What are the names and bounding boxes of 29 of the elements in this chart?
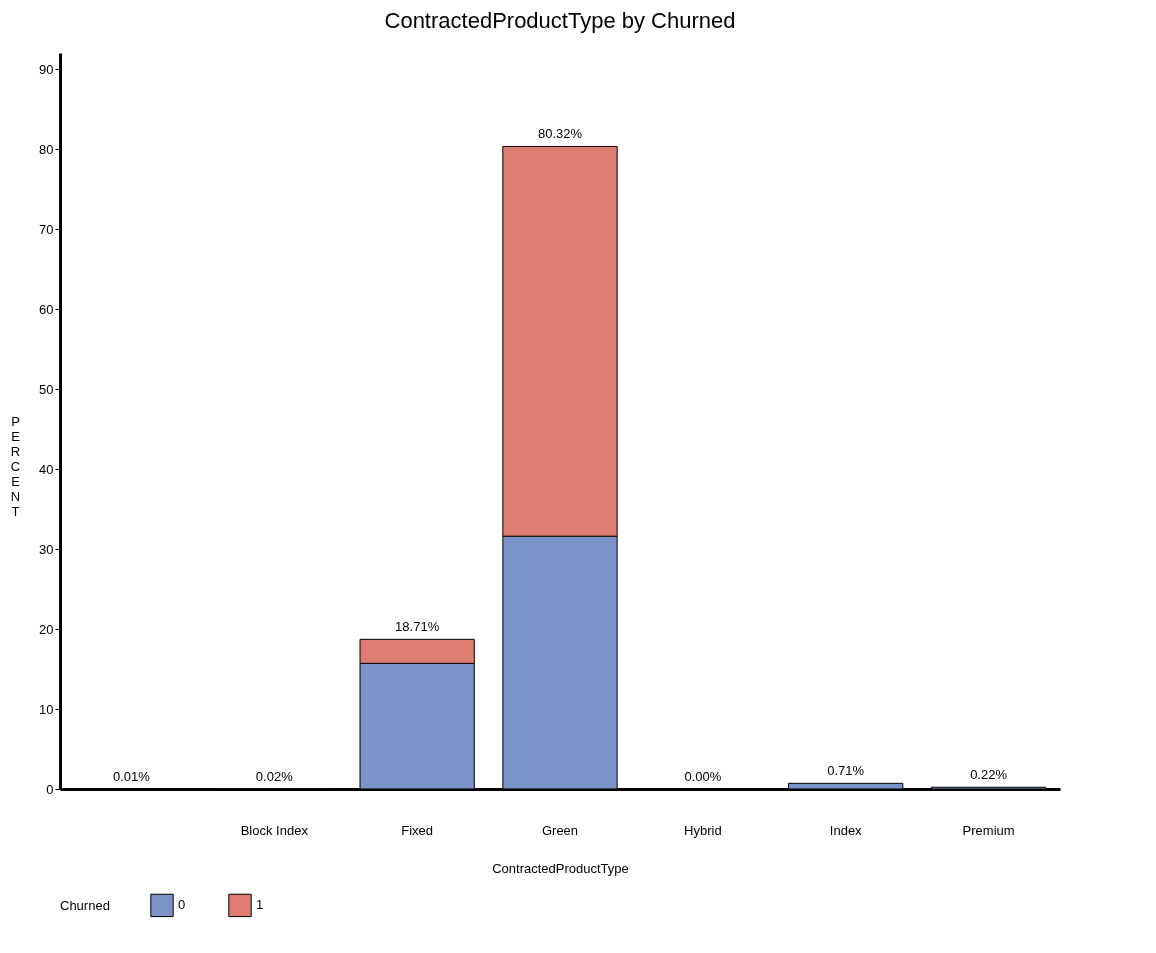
x-axis-title: ContractedProductType bbox=[492, 860, 629, 876]
total-label: 0.22% bbox=[970, 767, 1008, 783]
legend-label: 0 bbox=[178, 897, 186, 913]
y-tick-label: 80 bbox=[39, 141, 54, 157]
x-tick-label: Fixed bbox=[401, 822, 434, 838]
y-axis-title: PERCENT bbox=[10, 413, 21, 519]
x-tick-label: Block Index bbox=[240, 822, 309, 838]
legend-label: 1 bbox=[256, 897, 264, 913]
y-tick-label: 40 bbox=[39, 461, 54, 477]
legend-title: Churned bbox=[60, 898, 110, 913]
x-tick-label: Index bbox=[829, 822, 863, 838]
y-tick-label: 0 bbox=[46, 781, 54, 797]
y-tick-label: 60 bbox=[39, 301, 54, 317]
x-tick-label: Hybrid bbox=[684, 822, 722, 838]
x-tick-label: Green bbox=[541, 822, 579, 838]
x-tick-label: Premium bbox=[962, 822, 1015, 838]
total-label: 18.71% bbox=[395, 619, 440, 635]
y-tick-label: 10 bbox=[39, 701, 54, 717]
total-label: 0.00% bbox=[684, 769, 722, 784]
y-tick-label: 90 bbox=[39, 61, 54, 77]
total-label: 80.32% bbox=[537, 126, 583, 142]
total-label: 0.01% bbox=[112, 768, 151, 784]
y-tick-label: 50 bbox=[39, 381, 54, 397]
y-tick-label: 20 bbox=[39, 621, 54, 637]
chart-title: ContractedProductType by Churned bbox=[384, 8, 736, 33]
total-label: 0.71% bbox=[827, 763, 865, 779]
y-tick-label: 70 bbox=[39, 221, 54, 237]
y-tick-label: 30 bbox=[39, 541, 54, 557]
total-label: 0.02% bbox=[255, 768, 294, 784]
